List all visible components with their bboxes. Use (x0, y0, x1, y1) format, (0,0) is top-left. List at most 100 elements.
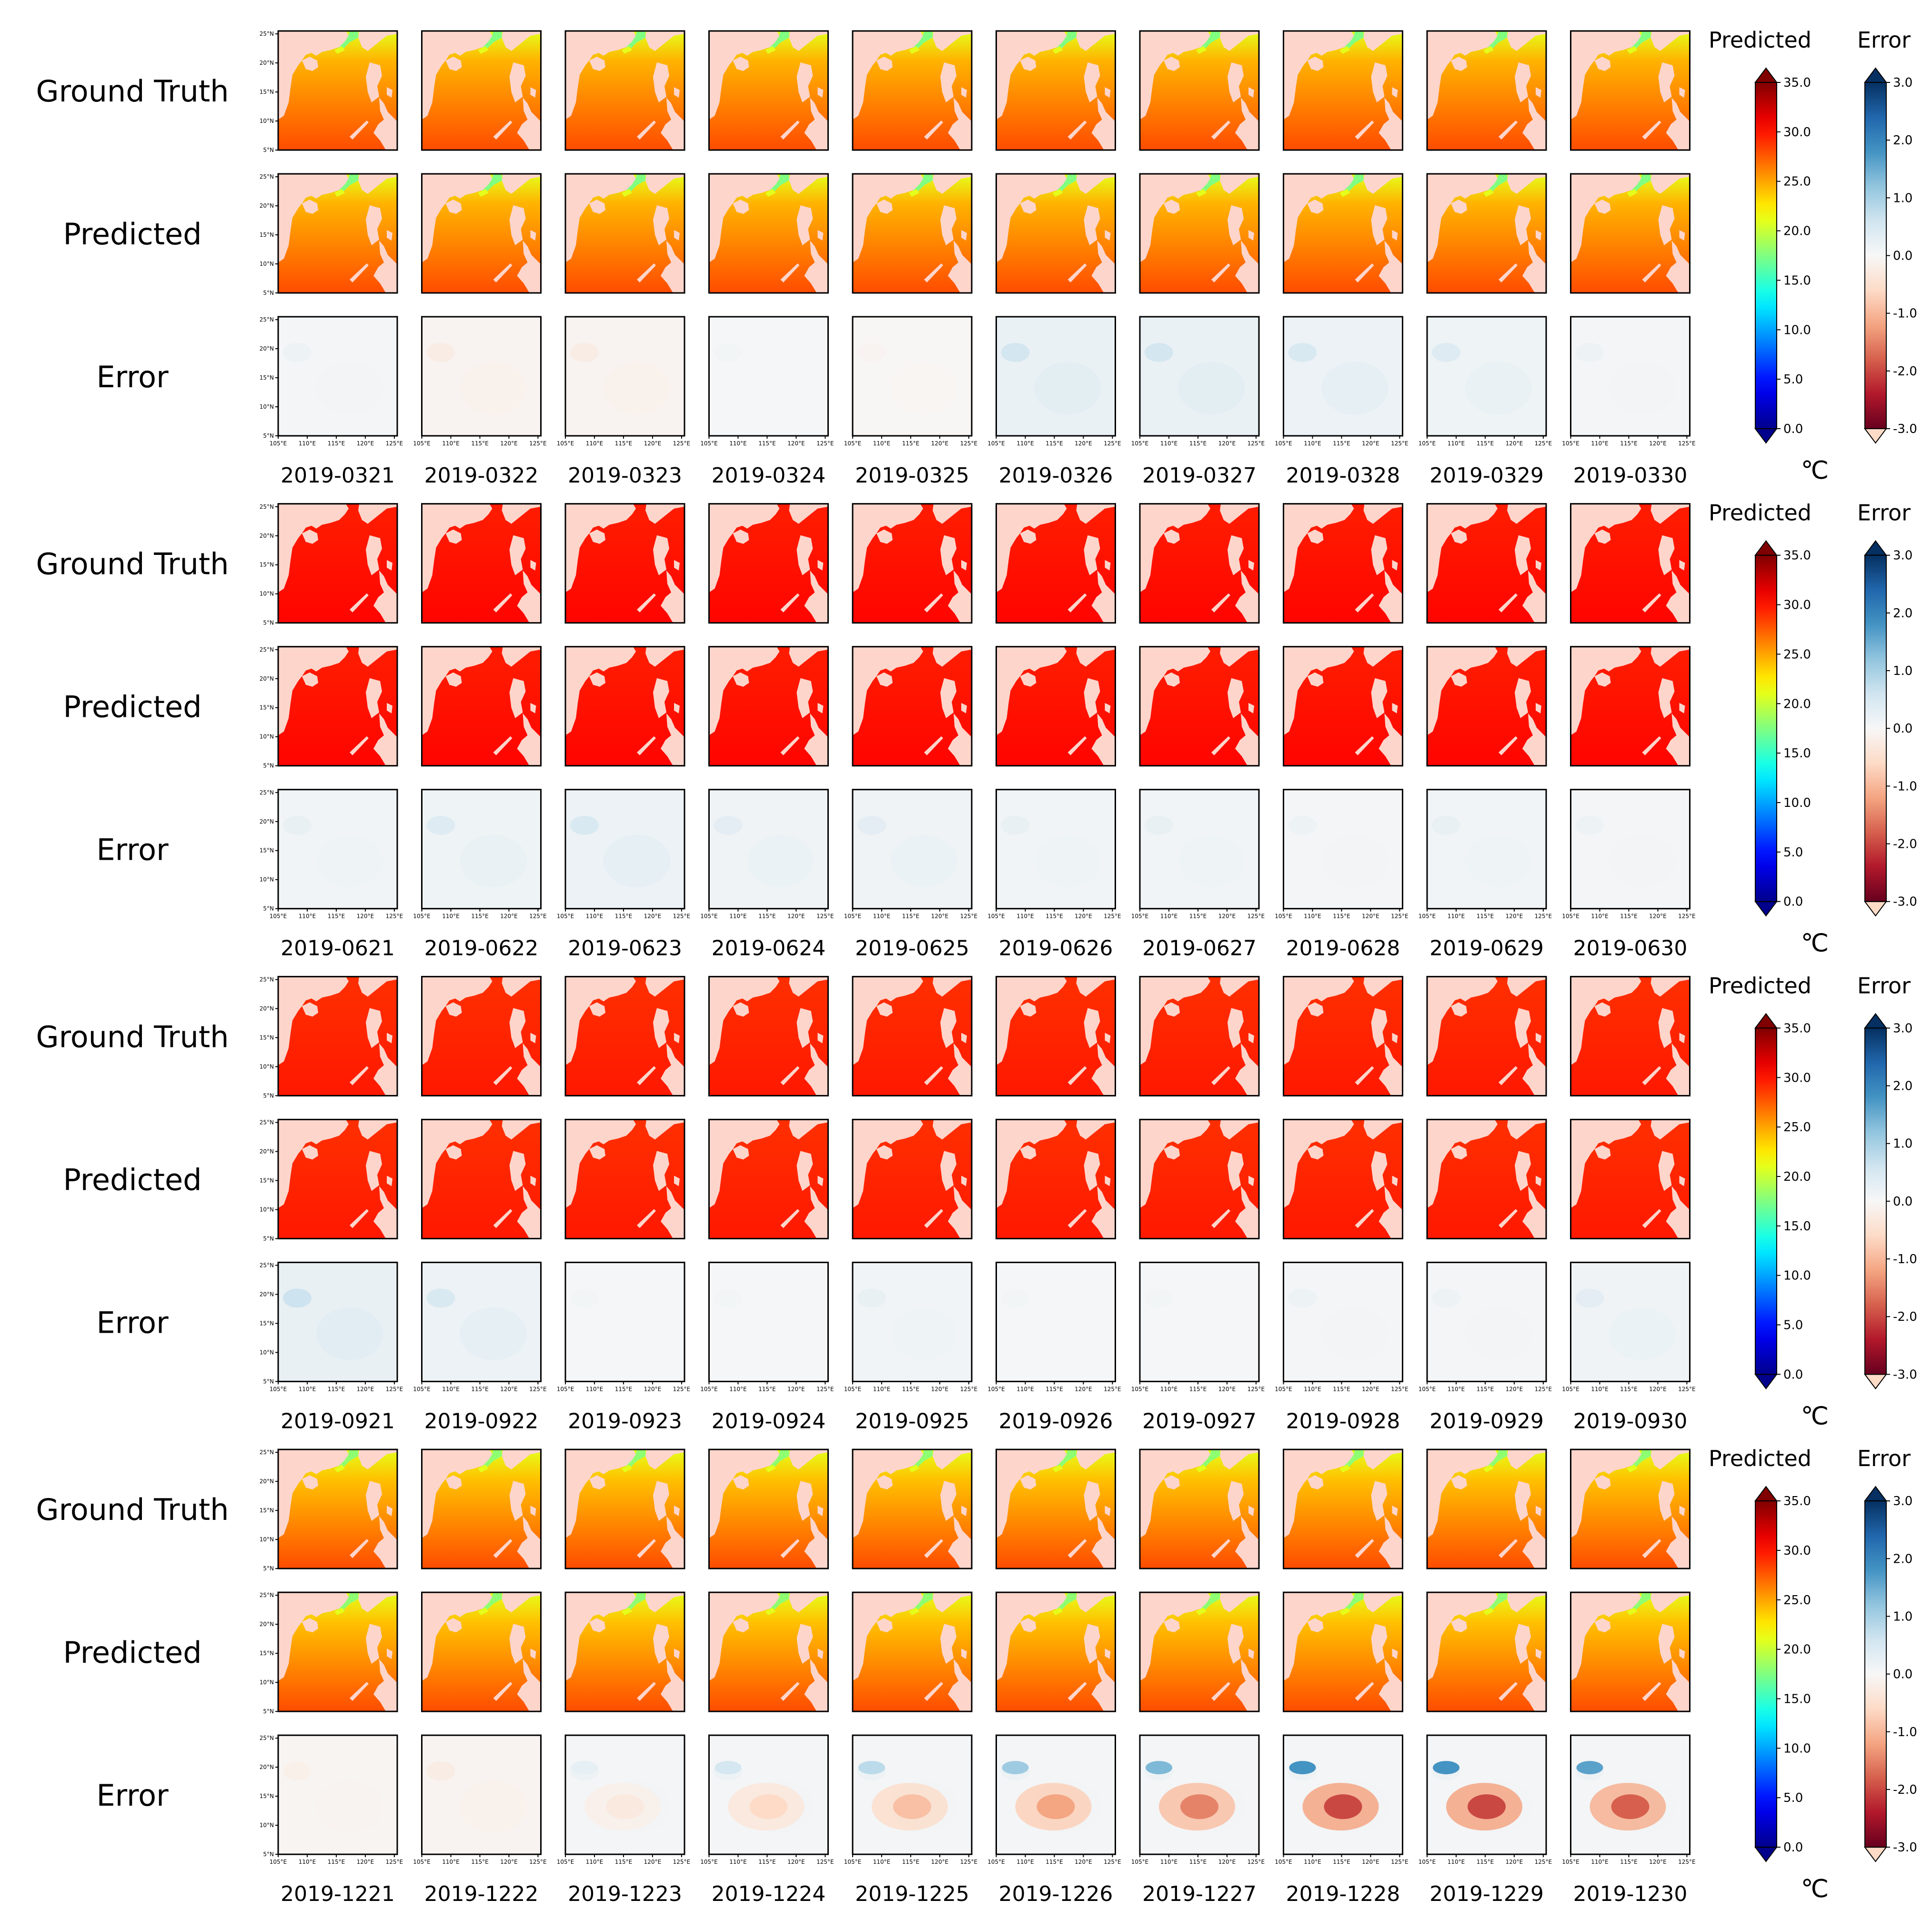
land-mask (996, 1592, 1067, 1681)
unit-label: ℃ (1801, 929, 1829, 958)
panel-frame (1570, 173, 1690, 294)
lon-tick-label: 110°E (442, 1386, 460, 1392)
coastal-cold-band (334, 189, 345, 197)
land-mask (493, 1539, 513, 1558)
lon-tick-label: 120°E (1218, 440, 1236, 447)
lon-tick-label: 110°E (1160, 1386, 1178, 1392)
error-blob (747, 362, 814, 414)
map-panel: 105°E 110°E 115°E 120°E 125°E (1131, 316, 1265, 447)
land-mask (350, 1066, 369, 1086)
land-mask (373, 1659, 397, 1712)
coastal-cold-band (1339, 1608, 1350, 1616)
land-mask (278, 31, 349, 120)
land-mask (1570, 646, 1641, 735)
colorbar-tick-label: -3.0 (1893, 895, 1917, 909)
panel-frame (1139, 1591, 1260, 1712)
lon-tick-label: 115°E (328, 1859, 345, 1865)
lon-tick-label: 120°E (357, 913, 374, 920)
land-mask (709, 1449, 780, 1538)
land-mask (517, 98, 541, 150)
land-mask (1067, 121, 1087, 140)
date-label: 2019-0926 (999, 1409, 1113, 1433)
coastal-cold-band (482, 174, 502, 193)
lat-tick-label: 20°N (260, 533, 274, 539)
land-mask (1392, 1506, 1398, 1517)
land-mask (1363, 976, 1403, 997)
land-mask (1679, 703, 1685, 714)
lat-tick-label: 10°N (260, 118, 274, 124)
block-1: Ground Truth Predicted Error 5°N 10°N 15°N 20°… (36, 500, 1917, 961)
colorbar-tick-label: -1.0 (1893, 779, 1917, 794)
land-mask (1363, 1119, 1403, 1140)
lon-tick-label: 120°E (1218, 1859, 1236, 1865)
map-panel (1139, 1591, 1260, 1712)
land-mask (1499, 736, 1518, 755)
lat-tick-label: 10°N (260, 591, 274, 597)
land-mask (637, 1682, 656, 1701)
land-mask (940, 1151, 956, 1191)
land-mask (1067, 1539, 1087, 1558)
land-mask (1666, 1043, 1690, 1096)
land-mask (1363, 1592, 1403, 1613)
colorbar-tick-label: 0.0 (1783, 1367, 1803, 1382)
lon-tick-label: 120°E (644, 1859, 662, 1865)
coastal-cold-band (625, 1449, 645, 1469)
land-mask (1248, 230, 1254, 241)
panel-frame (277, 1261, 398, 1382)
map-panel: 105°E 110°E 115°E 120°E 125°E (557, 1261, 690, 1392)
map-panel (564, 1591, 685, 1712)
error-blob (1178, 362, 1245, 414)
land-mask (996, 174, 1067, 262)
land-mask (1084, 62, 1100, 102)
land-mask (1427, 1592, 1498, 1681)
lon-tick-label: 115°E (328, 913, 345, 920)
land-mask (817, 703, 824, 714)
map-panel (1570, 975, 1690, 1096)
land-mask (350, 121, 369, 140)
land-mask (1076, 31, 1116, 51)
land-mask (1679, 560, 1685, 571)
error-warm-patch (1611, 1794, 1650, 1819)
panel-grid: Ground Truth Predicted Error 5°N 10°N 15°N 20°… (36, 27, 1917, 1906)
land-mask (502, 976, 541, 997)
land-mask (1067, 263, 1087, 282)
land-mask (502, 1119, 541, 1140)
lon-tick-label: 120°E (1362, 1859, 1379, 1865)
panel-frame (1283, 789, 1403, 910)
error-blob (570, 815, 599, 835)
colorbar-tick-label: 2.0 (1893, 606, 1912, 621)
panel-frame (1570, 789, 1690, 910)
error-cold-edge (1433, 1761, 1459, 1775)
lon-tick-label: 115°E (1620, 913, 1638, 920)
land-mask (940, 678, 956, 718)
land-mask (933, 31, 972, 51)
date-label: 2019-0927 (1142, 1409, 1257, 1433)
lat-tick-label: 25°N (260, 789, 274, 796)
land-mask (1658, 535, 1675, 575)
land-mask (1020, 1618, 1036, 1633)
land-mask (1067, 736, 1087, 755)
land-mask (1515, 205, 1531, 245)
error-blob (1288, 1288, 1317, 1308)
land-mask (1658, 1624, 1675, 1664)
colorbar-bar (1864, 82, 1887, 429)
land-mask (1522, 713, 1546, 766)
lon-tick-label: 120°E (1218, 913, 1236, 920)
panel-frame (852, 316, 973, 437)
lon-tick-label: 105°E (700, 913, 718, 920)
map-panel (421, 646, 542, 767)
land-mask (1164, 200, 1180, 214)
panel-frame (996, 1118, 1116, 1239)
land-mask (509, 678, 526, 718)
lat-tick-label: 25°N (260, 1592, 274, 1598)
coastal-cold-band (338, 174, 358, 193)
error-blob (570, 1288, 599, 1308)
land-mask (1363, 1449, 1403, 1470)
coastal-cold-band (909, 46, 919, 54)
panel-frame (1139, 30, 1260, 151)
land-mask (1248, 1506, 1254, 1517)
map-panel (996, 1118, 1116, 1239)
panel-frame (564, 646, 685, 767)
panel-frame (1283, 1734, 1403, 1855)
land-mask (733, 1618, 749, 1633)
